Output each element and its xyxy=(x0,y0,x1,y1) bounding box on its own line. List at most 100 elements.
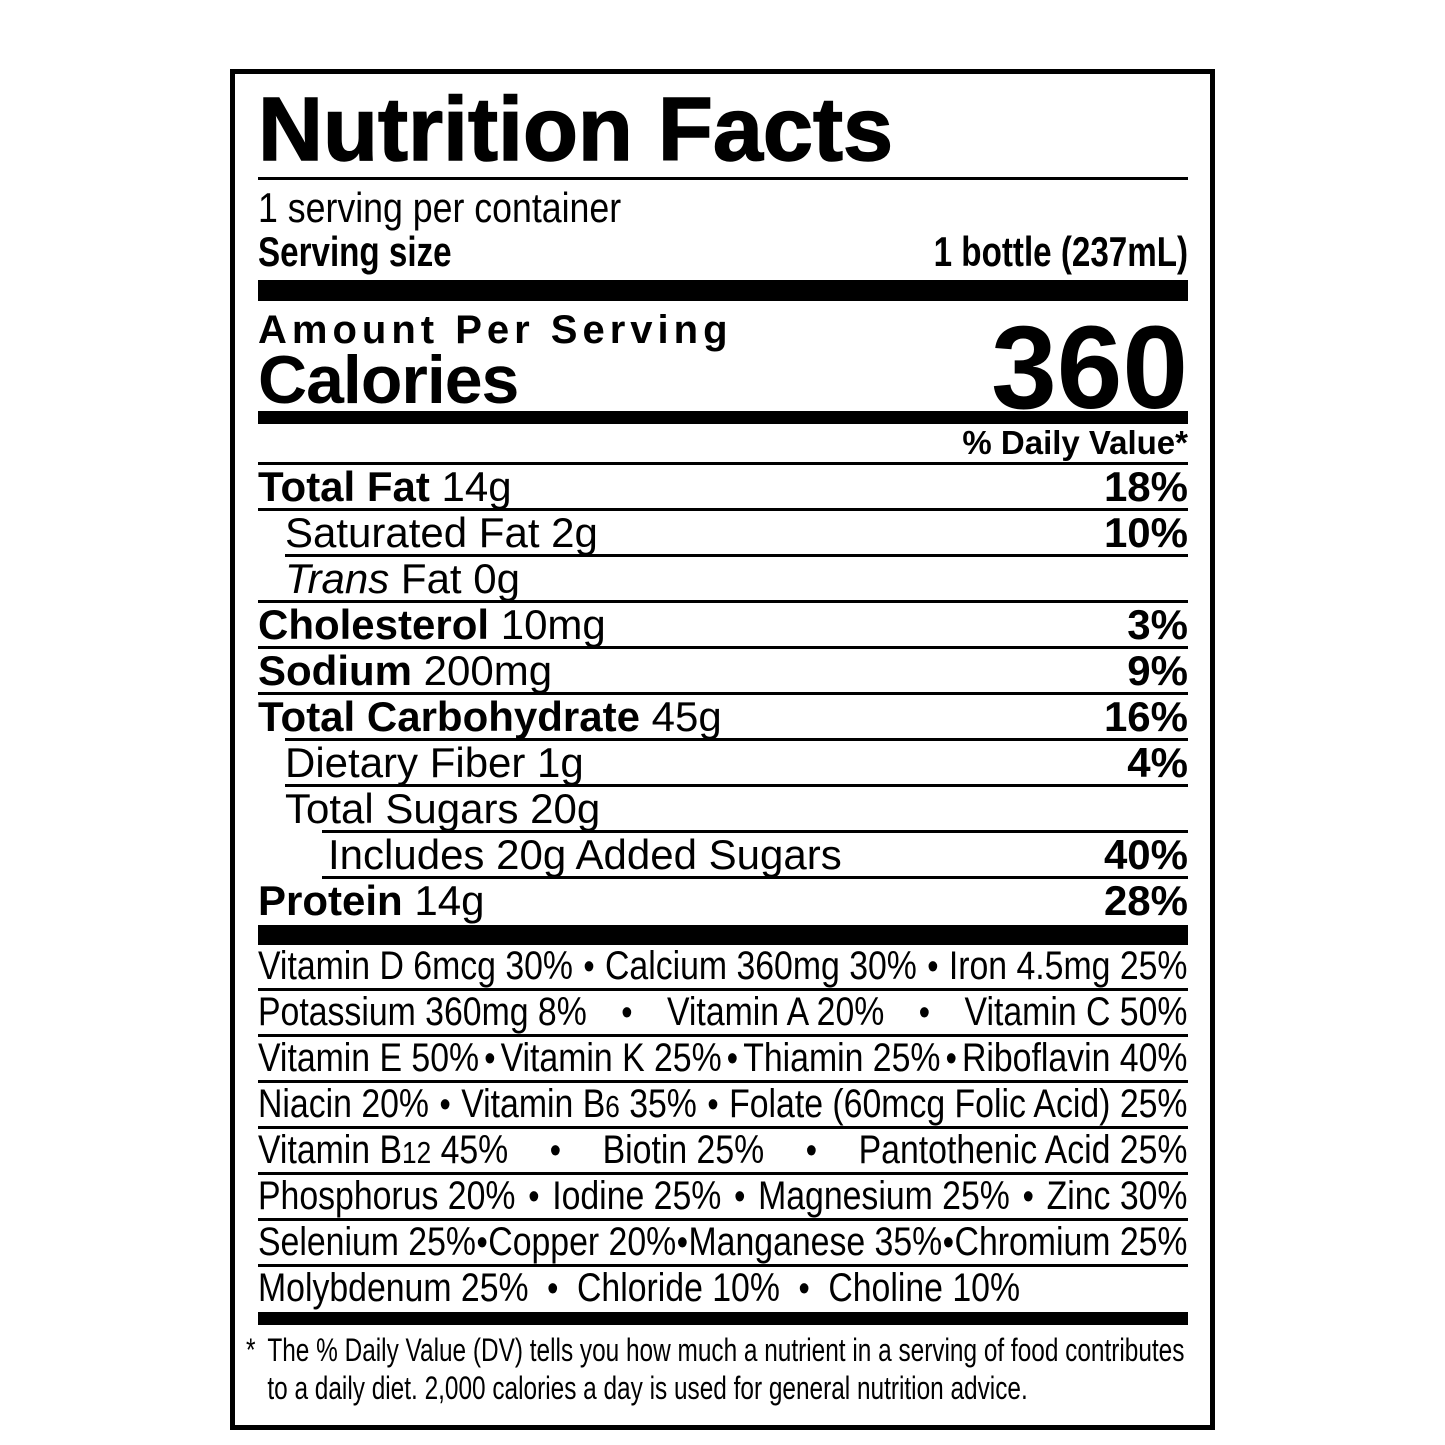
micronutrient-row: Niacin 20% • Vitamin B6 35% • Folate (60mcg … xyxy=(258,1081,1188,1128)
footnote-text: * The % Daily Value (DV) tells you how mu… xyxy=(246,1331,1187,1407)
nutrient-daily-value: 16% xyxy=(1103,692,1188,740)
footnote-line: to a daily diet. 2,000 calories a day is… xyxy=(246,1369,1187,1407)
serving-size-row: Serving size 1 bottle (237mL) xyxy=(258,230,1188,273)
micronutrient-row: Molybdenum 25% • Chloride 10% • Choline 10% xyxy=(258,1265,1188,1311)
micronutrient-divider xyxy=(258,1033,1188,1037)
micronutrient-item: Potassium 360mg 8% xyxy=(258,989,587,1034)
nutrient-divider xyxy=(285,783,1188,787)
bullet-icon: • xyxy=(676,1221,688,1264)
micronutrient-row: Vitamin B12 45% • Biotin 25% • Pantothenic A… xyxy=(258,1127,1188,1172)
nutrient-name: Includes 20g Added Sugars xyxy=(328,830,842,878)
nutrient-name: Trans Fat 0g xyxy=(285,554,520,602)
nutrient-daily-value: 18% xyxy=(1103,462,1188,510)
micronutrient-item: Molybdenum 25% xyxy=(258,1265,529,1310)
micronutrient-divider xyxy=(258,1079,1188,1083)
bullet-icon: • xyxy=(621,991,633,1034)
nutrient-row: Includes 20g Added Sugars 40% xyxy=(258,833,1188,876)
micronutrient-row-content: Molybdenum 25% • Chloride 10% • Choline 10% xyxy=(258,1265,1188,1311)
micronutrient-item: Vitamin K 25% xyxy=(500,1035,722,1080)
calories-label: Calories xyxy=(258,341,519,418)
micronutrient-item: Zinc 30% xyxy=(1046,1173,1188,1218)
calories-separator xyxy=(258,410,1188,424)
nutrient-row: Total Carbohydrate 45g 16% xyxy=(258,695,1188,738)
bullet-icon: • xyxy=(927,945,939,988)
nutrient-divider xyxy=(258,599,1188,603)
micronutrient-item: Vitamin B12 45% xyxy=(258,1127,509,1172)
micronutrient-item: Manganese 35% xyxy=(688,1219,943,1264)
bullet-icon: • xyxy=(707,1083,719,1126)
bullet-icon: • xyxy=(549,1129,562,1172)
bullet-icon: • xyxy=(942,1221,955,1264)
micronutrient-item: Biotin 25% xyxy=(602,1127,765,1172)
footnote-line2-text: to a daily diet. 2,000 calories a day is… xyxy=(267,1369,1028,1406)
micronutrient-item: Pantothenic Acid 25% xyxy=(858,1127,1188,1172)
micronutrient-item: Vitamin C 50% xyxy=(964,989,1188,1034)
calories-row: Calories 360 xyxy=(258,309,1188,427)
serving-size-label: Serving size xyxy=(258,227,452,275)
bullet-icon: • xyxy=(805,1129,818,1172)
micronutrient-item: Chromium 25% xyxy=(954,1219,1188,1264)
bullet-icon: • xyxy=(1022,1175,1034,1218)
nutrient-divider xyxy=(258,645,1188,649)
nutrient-daily-value: 9% xyxy=(1127,646,1188,694)
micronutrient-item: Calcium 360mg 30% xyxy=(604,943,917,988)
nutrient-divider xyxy=(322,829,1188,833)
micronutrient-row-content: Selenium 25% • Copper 20% • Manganese 35% • Ch… xyxy=(258,1219,1188,1265)
vitamin-b-number: 6 xyxy=(605,1088,620,1124)
bullet-icon: • xyxy=(547,1267,559,1310)
thick-separator-bottom xyxy=(258,924,1188,945)
micronutrient-row: Phosphorus 20% • Iodine 25% • Magnesium 25% •… xyxy=(258,1173,1188,1219)
micronutrient-row-content: Potassium 360mg 8% • Vitamin A 20% • Vitamin… xyxy=(258,989,1188,1035)
nutrient-divider xyxy=(258,691,1188,695)
micronutrient-item: Thiamin 25% xyxy=(743,1035,941,1080)
nutrient-name: Saturated Fat 2g xyxy=(285,508,598,556)
micronutrient-row-content: Phosphorus 20% • Iodine 25% • Magnesium 25% •… xyxy=(258,1173,1188,1219)
micronutrient-row: Selenium 25% • Copper 20% • Manganese 35% • Ch… xyxy=(258,1219,1188,1265)
micronutrient-divider xyxy=(258,1263,1188,1267)
nutrient-row: Total Fat 14g 18% xyxy=(258,465,1188,508)
nutrient-daily-value: 10% xyxy=(1103,508,1188,556)
bullet-icon: • xyxy=(726,1037,739,1080)
micronutrient-item: Riboflavin 40% xyxy=(961,1035,1188,1080)
micronutrient-divider xyxy=(258,1217,1188,1221)
nutrition-facts-label: Nutrition Facts 1 serving per container … xyxy=(230,69,1215,1430)
nutrient-divider xyxy=(258,507,1188,511)
calories-value: 360 xyxy=(991,301,1188,434)
micronutrient-item: Vitamin D 6mcg 30% xyxy=(258,943,573,988)
footnote-line1-text: The % Daily Value (DV) tells you how muc… xyxy=(267,1331,1185,1368)
daily-value-header: % Daily Value* xyxy=(962,423,1188,461)
nutrient-rows: Total Fat 14g 18% Saturated Fat 2g 10% Trans… xyxy=(258,461,1188,924)
micronutrient-row-content: Vitamin E 50% • Vitamin K 25% • Thiamin 25% •… xyxy=(258,1035,1188,1081)
micronutrient-item: Folate (60mcg Folic Acid) 25% xyxy=(729,1081,1188,1126)
nutrient-divider xyxy=(258,461,1188,465)
nutrient-name: Total Carbohydrate 45g xyxy=(258,692,722,740)
micronutrient-item: Phosphorus 20% xyxy=(258,1173,516,1218)
footnote: * The % Daily Value (DV) tells you how mu… xyxy=(246,1331,1188,1415)
micronutrient-divider xyxy=(258,987,1188,991)
micronutrient-item: Vitamin E 50% xyxy=(258,1035,480,1080)
nutrient-row: Trans Fat 0g xyxy=(258,557,1188,600)
serving-size-value: 1 bottle (237mL) xyxy=(933,227,1188,275)
thick-separator-top xyxy=(258,279,1188,301)
micronutrient-item: Iron 4.5mg 25% xyxy=(948,943,1188,988)
nutrient-daily-value: 40% xyxy=(1103,830,1188,878)
micronutrient-row-content: Vitamin D 6mcg 30% • Calcium 360mg 30% • Iro… xyxy=(258,943,1188,989)
nutrient-daily-value: 3% xyxy=(1127,600,1188,648)
nutrient-name: Protein 14g xyxy=(258,876,485,924)
bullet-icon: • xyxy=(528,1175,540,1218)
footnote-line: * The % Daily Value (DV) tells you how mu… xyxy=(246,1331,1187,1369)
micronutrient-item: Selenium 25% xyxy=(258,1219,476,1264)
nutrient-row: Sodium 200mg 9% xyxy=(258,649,1188,692)
nutrient-name: Total Sugars 20g xyxy=(285,784,601,832)
micronutrient-row: Vitamin E 50% • Vitamin K 25% • Thiamin 25% •… xyxy=(258,1035,1188,1081)
nutrient-name: Sodium 200mg xyxy=(258,646,553,694)
micronutrient-divider xyxy=(258,1171,1188,1175)
servings-per-container: 1 serving per container xyxy=(258,186,1188,229)
micronutrient-row: Vitamin D 6mcg 30% • Calcium 360mg 30% • Iro… xyxy=(258,943,1188,989)
nutrient-row: Saturated Fat 2g 10% xyxy=(258,511,1188,554)
nutrient-row: Dietary Fiber 1g 4% xyxy=(258,741,1188,784)
nutrient-daily-value: 28% xyxy=(1103,876,1188,924)
micronutrient-row-content: Niacin 20% • Vitamin B6 35% • Folate (60mcg … xyxy=(258,1081,1188,1128)
micronutrient-item: Iodine 25% xyxy=(552,1173,722,1218)
micronutrient-rows: Vitamin D 6mcg 30% • Calcium 360mg 30% • Iro… xyxy=(258,943,1188,1311)
